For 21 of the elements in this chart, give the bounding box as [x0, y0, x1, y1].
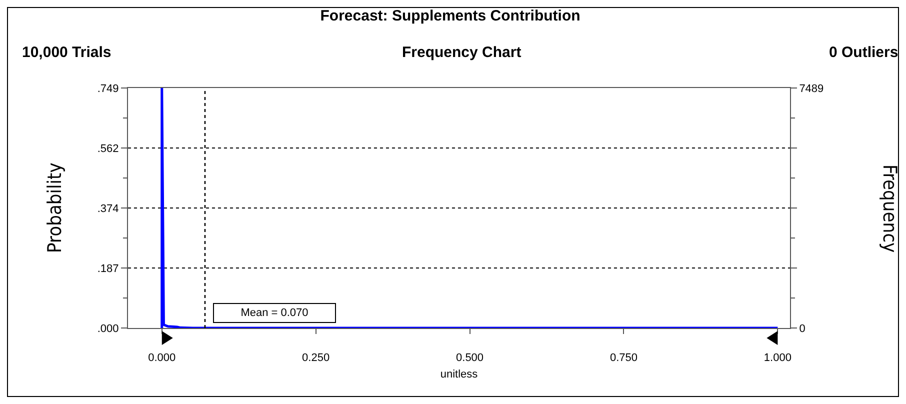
x-tick-label: 0.000: [148, 352, 176, 364]
x-tick-label: 0.500: [456, 352, 484, 364]
y-axis-title: Probability: [44, 162, 66, 253]
ref-line-label: Mean = 0.070: [240, 307, 308, 319]
x-tick-label: 0.750: [610, 352, 638, 364]
line-series: [160, 88, 779, 328]
y-tick-label: .562: [97, 142, 119, 155]
x-axis-title: unitless: [440, 368, 478, 380]
y-tick-label: .000: [97, 322, 119, 335]
x-tick-label: 1.000: [764, 352, 792, 364]
text: 10,000 Trials: [22, 44, 112, 61]
y2-tick-label: 0: [799, 322, 806, 335]
y-tick-label: .187: [97, 262, 119, 275]
chart-title: Forecast: Supplements Contribution: [320, 8, 580, 25]
y-tick-label: .749: [97, 82, 119, 95]
chart-subtitle: Frequency Chart: [402, 44, 522, 61]
y2-axis-title: Frequency: [878, 164, 901, 253]
y-tick-label: .374: [97, 203, 119, 216]
text: 0 Outliers: [829, 44, 898, 61]
x-tick-label: 0.250: [302, 352, 330, 364]
y2-tick-label: 7489: [799, 82, 824, 95]
